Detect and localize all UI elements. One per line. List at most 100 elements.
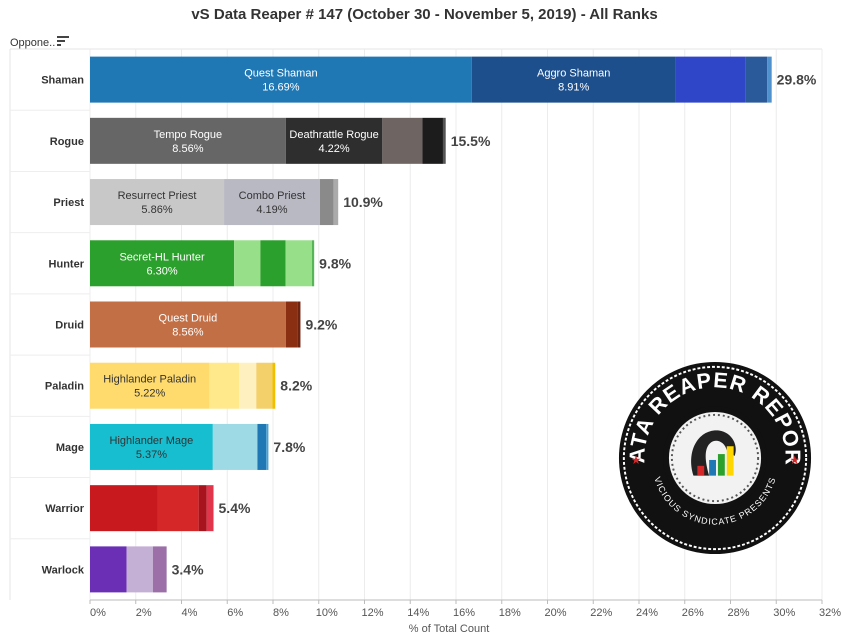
- bar-segment[interactable]: [311, 240, 315, 287]
- x-tick-label: 8%: [273, 607, 289, 619]
- category-label: Hunter: [49, 258, 85, 270]
- x-tick-label: 12%: [361, 607, 383, 619]
- x-tick-label: 10%: [316, 607, 338, 619]
- segment-value-label: 16.69%: [262, 82, 300, 94]
- bar-segment[interactable]: [745, 56, 768, 103]
- bar-segment[interactable]: [767, 56, 772, 103]
- bar-segment[interactable]: [212, 423, 258, 470]
- bar-segment[interactable]: [90, 423, 213, 470]
- segment-value-label: 8.91%: [558, 82, 589, 94]
- bar-segment[interactable]: [260, 240, 286, 287]
- bar-segment[interactable]: [234, 240, 261, 287]
- category-label: Priest: [53, 197, 84, 209]
- x-tick-label: 22%: [590, 607, 612, 619]
- x-tick-label: 6%: [227, 607, 243, 619]
- sort-descending-icon[interactable]: [56, 35, 70, 47]
- segment-name-label: Tempo Rogue: [154, 129, 223, 141]
- bar-segment[interactable]: [90, 179, 225, 226]
- x-tick-label: 24%: [636, 607, 658, 619]
- segment-value-label: 4.19%: [256, 204, 287, 216]
- category-label: Mage: [56, 442, 84, 454]
- category-axis: Shaman Rogue Priest Hunter Druid Paladin Mage W…: [41, 75, 85, 577]
- bar-segment[interactable]: [266, 423, 269, 470]
- segment-name-label: Quest Shaman: [244, 68, 317, 80]
- bar-segment[interactable]: [422, 117, 443, 164]
- segment-value-label: 5.37%: [136, 449, 167, 461]
- bar-segment[interactable]: [198, 485, 207, 532]
- data-reaper-logo: DATA REAPER REPORT VICIOUS SYNDICATE PRE…: [617, 360, 812, 555]
- x-axis: 0% 2% 4% 6% 8% 10% 12% 14% 16% 18% 20% 22% 24% 26% 28%…: [89, 599, 841, 619]
- category-label: Shaman: [41, 75, 84, 87]
- bar-segment[interactable]: [157, 485, 199, 532]
- bar-segment[interactable]: [90, 546, 127, 593]
- bar-segment[interactable]: [224, 179, 320, 226]
- bar-segment[interactable]: [319, 179, 334, 226]
- bar-segment[interactable]: [285, 117, 383, 164]
- x-tick-label: 2%: [136, 607, 152, 619]
- bar-total-label: 10.9%: [343, 194, 383, 210]
- segment-value-label: 5.22%: [134, 388, 165, 400]
- x-tick-label: 16%: [453, 607, 475, 619]
- segment-value-label: 5.86%: [141, 204, 172, 216]
- bar-segment[interactable]: [272, 362, 276, 409]
- x-tick-label: 20%: [544, 607, 566, 619]
- segment-name-label: Aggro Shaman: [537, 68, 610, 80]
- x-tick-label: 0%: [90, 607, 106, 619]
- bar-segment[interactable]: [285, 240, 312, 287]
- bar-total-label: 9.2%: [305, 317, 337, 333]
- segment-name-label: Deathrattle Rogue: [289, 129, 378, 141]
- bar-total-label: 8.2%: [280, 378, 312, 394]
- bar-segment[interactable]: [90, 301, 286, 348]
- bar-segment[interactable]: [206, 485, 214, 532]
- x-tick-label: 4%: [182, 607, 198, 619]
- bar-segment[interactable]: [382, 117, 423, 164]
- bar-segment[interactable]: [257, 423, 267, 470]
- category-label: Druid: [55, 320, 84, 332]
- bar-total-label: 5.4%: [219, 500, 251, 516]
- bar-total-label: 15.5%: [451, 133, 491, 149]
- x-tick-label: 14%: [407, 607, 429, 619]
- category-label: Paladin: [45, 381, 84, 393]
- bar-segment[interactable]: [297, 301, 301, 348]
- bar-segment[interactable]: [209, 362, 240, 409]
- bar-total-label: 3.4%: [172, 561, 204, 577]
- bar-segment[interactable]: [675, 56, 746, 103]
- opponent-column-header[interactable]: Oppone..: [10, 37, 56, 49]
- bar-total-label: 29.8%: [777, 72, 817, 88]
- segment-name-label: Highlander Paladin: [103, 374, 196, 386]
- segment-name-label: Highlander Mage: [110, 435, 194, 447]
- bar-segment[interactable]: [90, 485, 158, 532]
- x-tick-label: 18%: [499, 607, 521, 619]
- bar-segment[interactable]: [471, 56, 676, 103]
- bar-segment[interactable]: [90, 56, 472, 103]
- x-tick-label: 26%: [682, 607, 704, 619]
- x-axis-label: % of Total Count: [409, 623, 490, 635]
- bar-segment[interactable]: [256, 362, 273, 409]
- bar-segment[interactable]: [90, 117, 286, 164]
- segment-value-label: 6.30%: [146, 265, 177, 277]
- bar-segment[interactable]: [90, 362, 210, 409]
- bar-segment[interactable]: [333, 179, 339, 226]
- chart-title: vS Data Reaper # 147 (October 30 - Novem…: [191, 6, 658, 23]
- segment-value-label: 4.22%: [318, 143, 349, 155]
- bar-segment[interactable]: [285, 301, 298, 348]
- bars: Quest Shaman 16.69% Aggro Shaman 8.91% 29.8%…: [90, 56, 817, 593]
- segment-value-label: 8.56%: [172, 143, 203, 155]
- bar-segment[interactable]: [239, 362, 257, 409]
- x-tick-label: 30%: [773, 607, 795, 619]
- segment-value-label: 8.56%: [172, 327, 203, 339]
- bar-segment[interactable]: [152, 546, 167, 593]
- category-label: Warrior: [45, 503, 84, 515]
- x-tick-label: 32%: [819, 607, 841, 619]
- svg-text:★: ★: [631, 453, 642, 467]
- x-tick-label: 28%: [727, 607, 749, 619]
- bar-segment[interactable]: [90, 240, 235, 287]
- segment-name-label: Combo Priest: [239, 190, 306, 202]
- bar-total-label: 7.8%: [273, 439, 305, 455]
- bar-segment[interactable]: [126, 546, 153, 593]
- segment-name-label: Resurrect Priest: [118, 190, 197, 202]
- bar-segment[interactable]: [442, 117, 446, 164]
- segment-name-label: Secret-HL Hunter: [119, 251, 205, 263]
- category-label: Rogue: [50, 136, 84, 148]
